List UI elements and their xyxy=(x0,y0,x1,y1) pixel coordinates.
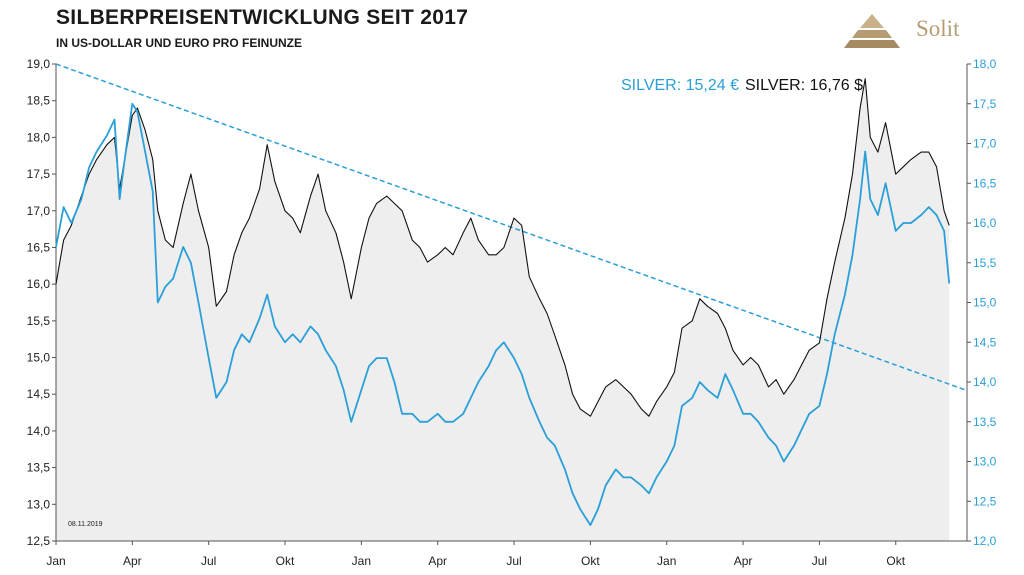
x-tick-label: Apr xyxy=(734,554,753,568)
x-tick-label: Jul xyxy=(812,554,827,568)
series-line-usd xyxy=(55,78,950,417)
y-right-tick-label: 12,0 xyxy=(973,534,997,548)
y-right-tick-label: 14,5 xyxy=(973,335,997,349)
y-left-tick-label: 17,0 xyxy=(27,204,51,218)
y-right-tick-label: 15,5 xyxy=(973,256,997,270)
y-right-tick-label: 17,0 xyxy=(973,137,997,151)
series-line-eur xyxy=(55,102,951,526)
x-tick-label: Jan xyxy=(46,554,65,568)
y-left-tick-label: 14,5 xyxy=(27,387,51,401)
chart-subtitle: IN US-DOLLAR UND EURO PRO FEINUNZE xyxy=(56,36,302,50)
x-tick-label: Okt xyxy=(276,554,295,568)
y-right-tick-label: 17,5 xyxy=(973,97,997,111)
legend-usd-label: SILVER: 16,76 $ xyxy=(745,77,863,94)
y-right-tick-label: 15,0 xyxy=(973,296,997,310)
y-left-tick-label: 13,0 xyxy=(27,497,51,511)
y-left-tick-label: 16,5 xyxy=(27,240,51,254)
y-right-tick-label: 14,0 xyxy=(973,375,997,389)
y-left-tick-label: 18,0 xyxy=(27,130,51,144)
solit-logo-icon xyxy=(844,14,900,48)
y-left-tick-label: 18,5 xyxy=(27,94,51,108)
date-note: 08.11.2019 xyxy=(68,521,103,528)
labels-layer: 19,0 18,5 18,0 17,5 17,0 16,5 16,0 15,5 15,0 14,5… xyxy=(27,57,997,568)
y-left-tick-label: 14,0 xyxy=(27,424,51,438)
y-right-tick-label: 13,0 xyxy=(973,455,997,469)
series-lines-layer xyxy=(55,63,968,526)
x-tick-label: Jan xyxy=(657,554,676,568)
y-left-tick-label: 15,5 xyxy=(27,314,51,328)
usd-area-layer xyxy=(56,78,950,541)
x-tick-label: Apr xyxy=(428,554,447,568)
y-left-tick-label: 12,5 xyxy=(27,534,51,548)
y-right-tick-label: 16,0 xyxy=(973,216,997,230)
x-tick-label: Okt xyxy=(581,554,600,568)
y-right-tick-label: 13,5 xyxy=(973,415,997,429)
axes-layer xyxy=(52,63,971,545)
x-tick-label: Jul xyxy=(506,554,521,568)
x-tick-label: Jan xyxy=(352,554,371,568)
y-right-tick-label: 16,5 xyxy=(973,176,997,190)
y-left-tick-label: 17,5 xyxy=(27,167,51,181)
x-tick-label: Jul xyxy=(201,554,216,568)
y-right-tick-label: 18,0 xyxy=(973,57,997,71)
chart-title: SILBERPREISENTWICKLUNG SEIT 2017 xyxy=(56,6,469,29)
y-left-tick-label: 13,5 xyxy=(27,461,51,475)
usd-area-fill xyxy=(56,78,950,541)
logo-text: Solit xyxy=(916,16,960,41)
x-tick-label: Okt xyxy=(886,554,905,568)
y-left-tick-label: 19,0 xyxy=(27,57,51,71)
y-right-tick-label: 12,5 xyxy=(973,494,997,508)
legend-eur-label: SILVER: 15,24 € xyxy=(621,77,739,94)
y-left-tick-label: 15,0 xyxy=(27,351,51,365)
x-tick-label: Apr xyxy=(123,554,142,568)
y-left-tick-label: 16,0 xyxy=(27,277,51,291)
trendline xyxy=(55,63,968,392)
